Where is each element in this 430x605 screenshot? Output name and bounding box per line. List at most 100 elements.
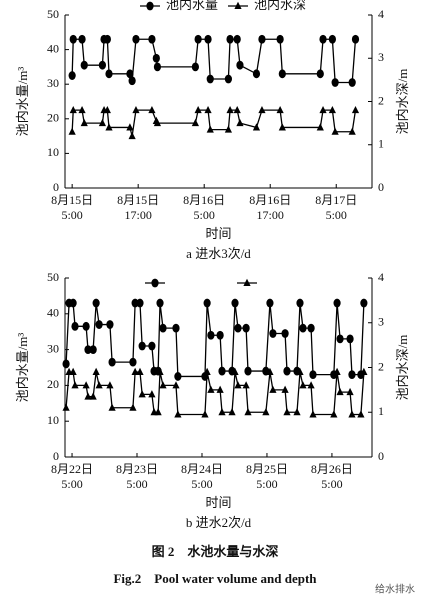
circle-marker (128, 76, 136, 86)
circle-marker (281, 329, 289, 338)
subplot-caption: b 进水2次/d (186, 515, 252, 530)
x-tick-label: 8月15日 5:00 (51, 193, 94, 222)
circle-marker (236, 60, 244, 70)
triangle-marker (299, 381, 307, 389)
triangle-marker (201, 410, 209, 418)
y2-axis-label: 池内水深/m (395, 69, 410, 135)
y-axis-label: 池内水量/m³ (15, 333, 30, 403)
circle-marker (146, 1, 154, 11)
circle-marker (283, 366, 291, 376)
triangle-marker (206, 125, 214, 133)
circle-marker (126, 69, 134, 79)
triangle-marker (106, 381, 114, 389)
triangle-marker (82, 381, 90, 389)
circle-marker (132, 34, 140, 44)
circle-marker (276, 34, 284, 44)
circle-marker (148, 34, 156, 44)
circle-marker (333, 298, 341, 308)
triangle-marker (84, 392, 92, 400)
y2-tick-label: 4 (378, 270, 384, 284)
triangle-marker (278, 123, 286, 131)
triangle-marker (258, 105, 266, 114)
circle-marker (252, 69, 261, 79)
triangle-marker (138, 390, 146, 398)
circle-marker (108, 357, 116, 367)
circle-marker (316, 69, 324, 79)
y-tick-label: 0 (53, 180, 59, 194)
circle-marker (319, 34, 327, 44)
circle-marker (351, 34, 360, 44)
y2-tick-label: 3 (378, 315, 384, 329)
circle-marker (174, 372, 182, 381)
circle-marker (98, 60, 107, 70)
circle-marker (105, 69, 113, 79)
triangle-marker (129, 403, 137, 411)
y-tick-label: 40 (47, 41, 59, 55)
triangle-marker (309, 410, 317, 418)
triangle-marker (95, 381, 103, 389)
circle-marker (348, 78, 356, 87)
triangle-marker (80, 118, 88, 127)
circle-marker (68, 71, 76, 80)
x-tick-label: 8月23日 5:00 (115, 462, 158, 491)
circle-marker (258, 34, 266, 44)
triangle-marker (69, 105, 77, 114)
circle-marker (328, 34, 336, 44)
triangle-marker (346, 387, 354, 396)
triangle-marker (328, 105, 336, 114)
circle-marker (92, 298, 100, 308)
y2-tick-label: 1 (378, 137, 384, 151)
triangle-marker (262, 408, 270, 416)
triangle-marker (148, 390, 156, 398)
triangle-marker (281, 385, 289, 393)
circle-marker (78, 34, 86, 44)
triangle-marker (276, 105, 284, 114)
circle-marker (360, 298, 368, 308)
circle-marker (71, 321, 79, 331)
triangle-marker (293, 408, 301, 416)
triangle-marker (243, 278, 251, 286)
circle-marker (307, 323, 315, 333)
circle-marker (244, 366, 252, 376)
circle-marker (84, 345, 92, 354)
x-tick-label: 8月17日 5:00 (315, 193, 358, 222)
triangle-marker (172, 381, 180, 389)
circle-marker (151, 278, 159, 288)
circle-marker (242, 323, 250, 333)
y-tick-label: 20 (47, 111, 59, 125)
x-tick-label: 8月15日 17:00 (117, 193, 160, 222)
circle-marker (216, 330, 224, 340)
triangle-marker (357, 410, 365, 418)
triangle-marker (126, 123, 134, 131)
triangle-marker (336, 387, 344, 396)
circle-marker (269, 329, 277, 338)
triangle-marker (283, 408, 291, 416)
circle-marker (309, 370, 317, 380)
y-tick-label: 10 (47, 413, 59, 427)
circle-marker (62, 359, 70, 369)
y-tick-label: 40 (47, 306, 59, 320)
circle-marker (69, 34, 77, 44)
circle-marker (106, 320, 114, 329)
triangle-marker (333, 367, 341, 375)
triangle-marker (69, 367, 77, 375)
circle-marker (331, 78, 339, 87)
triangle-marker (228, 408, 236, 416)
circle-marker (194, 34, 202, 44)
triangle-marker (330, 410, 338, 418)
triangle-marker (348, 410, 356, 418)
y2-tick-label: 2 (378, 93, 384, 107)
triangle-marker (132, 105, 140, 114)
figure-caption-en: Fig.2 Pool water volume and depth (113, 571, 317, 586)
triangle-marker (316, 123, 324, 131)
triangle-marker (191, 118, 199, 127)
triangle-marker (224, 125, 233, 133)
triangle-marker (296, 367, 304, 375)
y-tick-label: 0 (53, 449, 59, 463)
triangle-marker (103, 105, 111, 114)
y-axis-label: 池内水量/m³ (15, 67, 30, 137)
triangle-marker (71, 381, 79, 389)
circle-marker (226, 34, 234, 44)
circle-marker (231, 298, 239, 308)
